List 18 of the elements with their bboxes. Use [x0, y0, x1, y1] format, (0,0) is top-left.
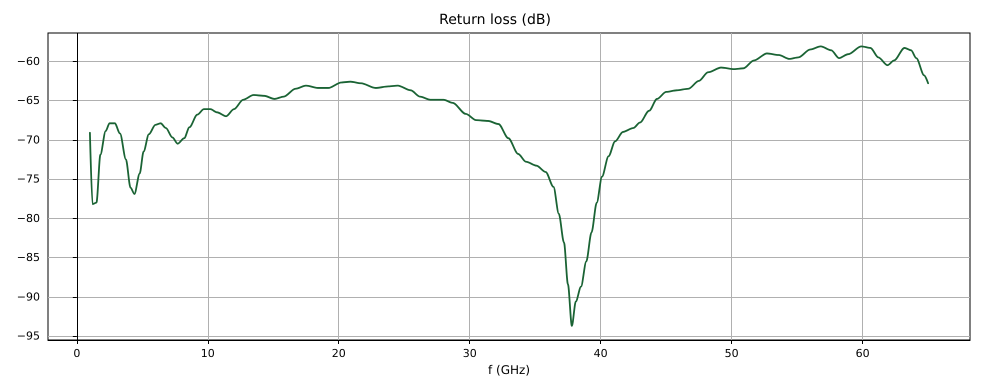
- x-tick-label: 0: [73, 347, 80, 360]
- line-series: [89, 45, 929, 327]
- x-tick-label: 20: [332, 347, 346, 360]
- y-tick-label: −80: [16, 212, 40, 225]
- chart-title: Return loss (dB): [439, 12, 551, 28]
- x-tick-label: 50: [724, 347, 739, 360]
- y-tick-label: −65: [16, 94, 40, 108]
- y-tick-label: −90: [16, 290, 40, 304]
- y-tick-label: −60: [16, 54, 40, 68]
- x-tick-label: 30: [462, 347, 477, 360]
- y-tick-label: −95: [16, 330, 40, 343]
- y-tick-label: −85: [16, 251, 40, 264]
- y-tick-label: −75: [16, 172, 40, 186]
- x-tick-label: 40: [594, 347, 608, 360]
- y-tick-label: −70: [16, 133, 40, 146]
- x-tick-label: 10: [200, 347, 215, 360]
- x-axis-title: f (GHz): [488, 363, 530, 377]
- x-tick-label: 60: [856, 347, 870, 360]
